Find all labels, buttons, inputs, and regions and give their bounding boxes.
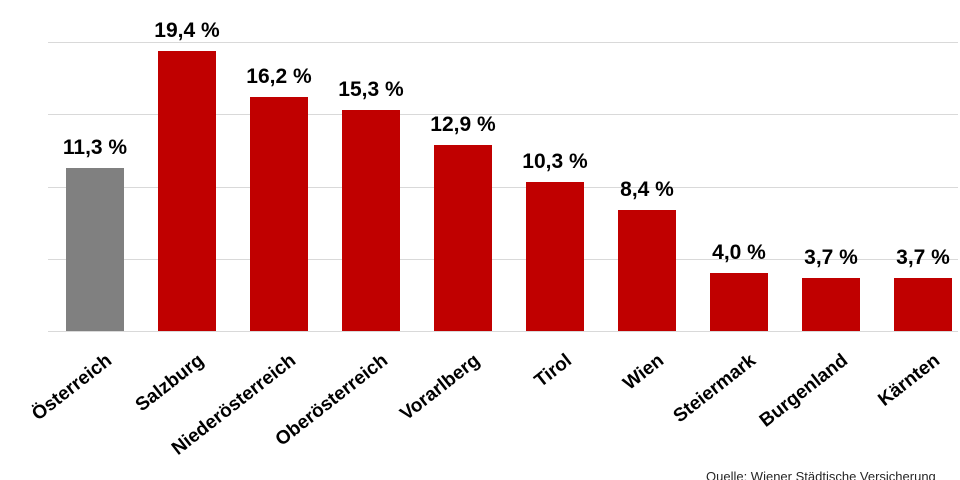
bar-kärnten — [894, 278, 952, 331]
bar-steiermark — [710, 273, 768, 331]
gridline-0 — [48, 331, 958, 332]
value-label-salzburg: 19,4 % — [154, 19, 220, 42]
bar-österreich — [66, 168, 124, 331]
bar-wien — [618, 210, 676, 331]
value-label-steiermark: 4,0 % — [712, 241, 766, 264]
bar-salzburg — [158, 51, 216, 331]
value-label-oberösterreich: 15,3 % — [338, 78, 404, 101]
gridline-20 — [48, 42, 958, 43]
gridline-15 — [48, 114, 958, 115]
value-label-niederösterreich: 16,2 % — [246, 65, 312, 88]
value-label-tirol: 10,3 % — [522, 150, 588, 173]
value-label-wien: 8,4 % — [620, 178, 674, 201]
value-label-burgenland: 3,7 % — [804, 246, 858, 269]
bar-tirol — [526, 182, 584, 331]
gridline-5 — [48, 259, 958, 260]
bar-burgenland — [802, 278, 860, 331]
source-note: Quelle: Wiener Städtische Versicherung — [706, 469, 936, 480]
gridline-10 — [48, 187, 958, 188]
value-label-vorarlberg: 12,9 % — [430, 113, 496, 136]
bar-oberösterreich — [342, 110, 400, 331]
bar-vorarlberg — [434, 145, 492, 331]
value-label-österreich: 11,3 % — [62, 136, 128, 159]
value-label-kärnten: 3,7 % — [896, 246, 950, 269]
bar-niederösterreich — [250, 97, 308, 331]
